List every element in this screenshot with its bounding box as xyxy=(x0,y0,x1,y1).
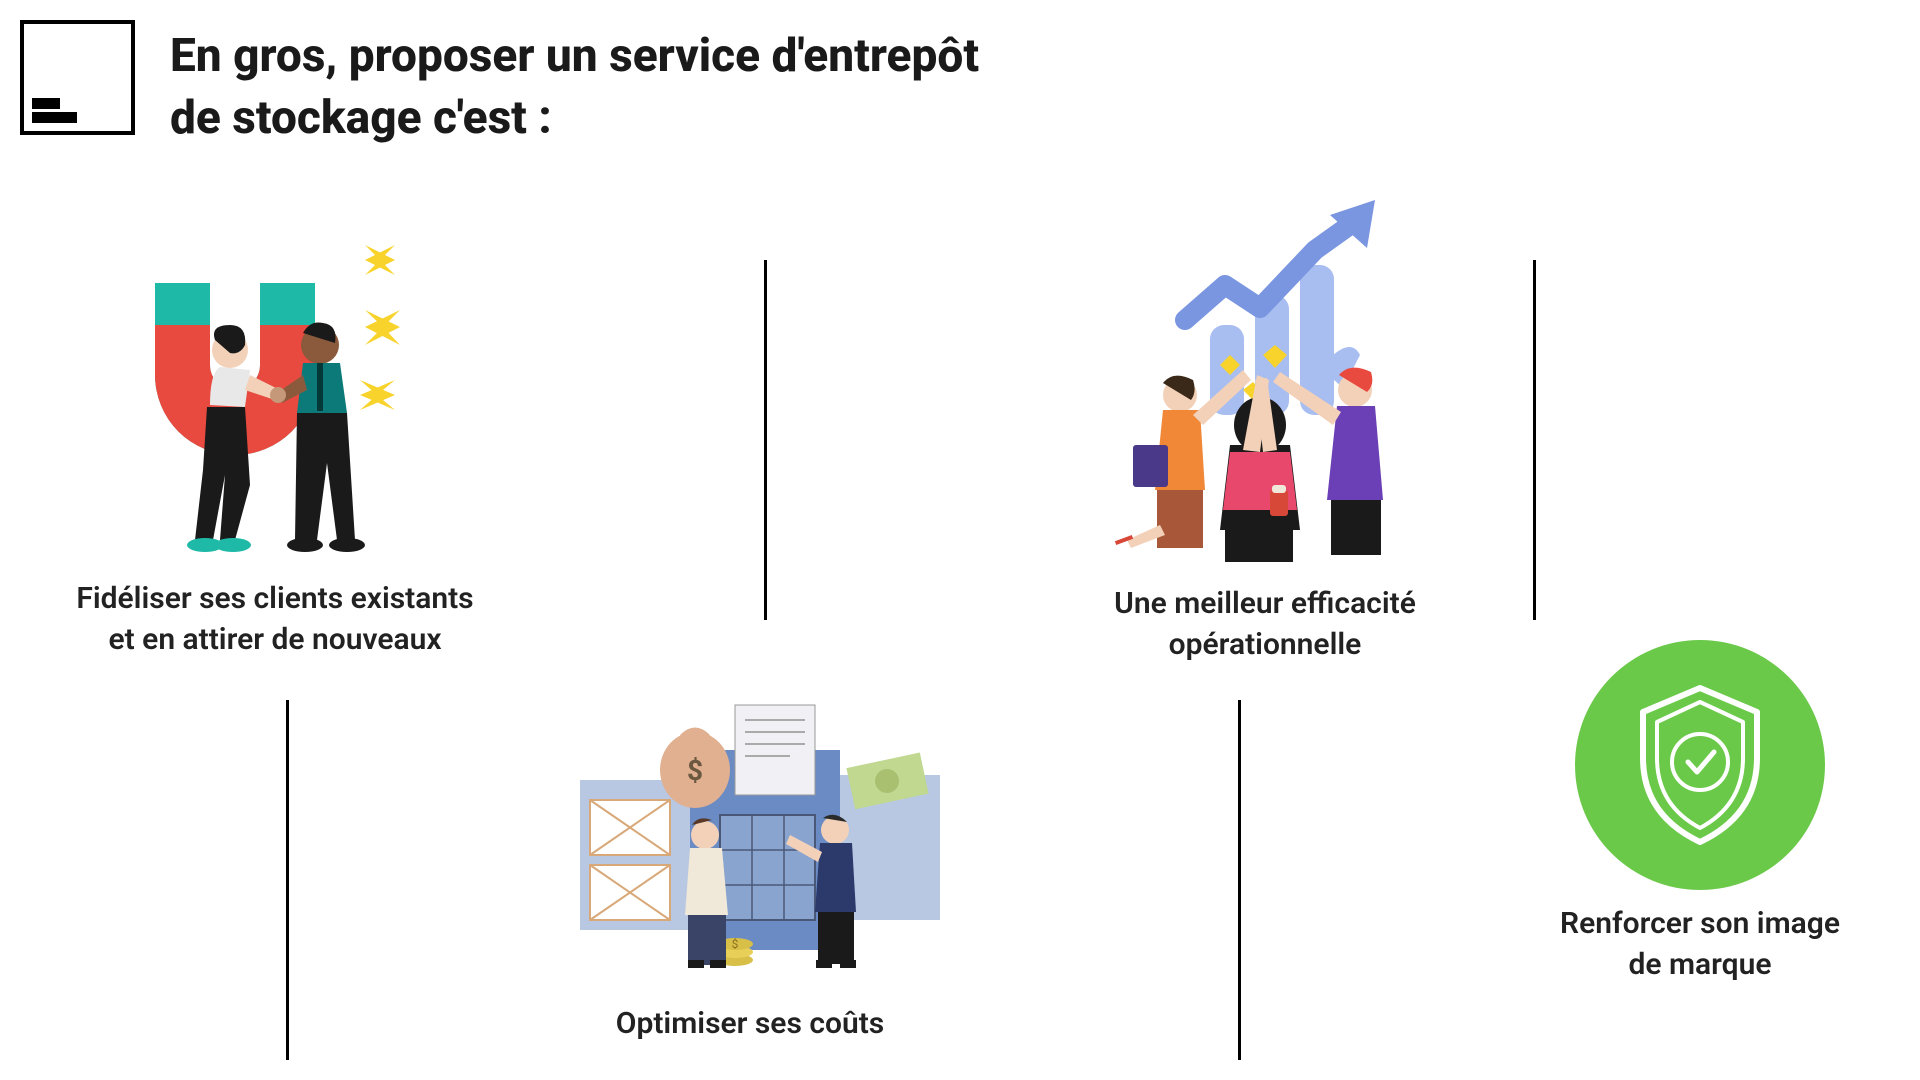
card-efficiency: Une meilleur efficacité opérationnelle xyxy=(1030,190,1500,665)
title-line-2: de stockage c'est : xyxy=(170,91,552,145)
divider-line xyxy=(286,700,289,1060)
card-efficiency-label: Une meilleur efficacité opérationnelle xyxy=(1030,584,1500,665)
page-title: En gros, proposer un service d'entrepôt … xyxy=(170,25,979,149)
card-loyalty: Fidéliser ses clients existants et en at… xyxy=(50,195,500,660)
card-brand: Renforcer son image de marque xyxy=(1500,640,1900,985)
shield-check-icon xyxy=(1500,640,1900,890)
team-efficiency-icon xyxy=(1030,190,1500,570)
card-cost-label: Optimiser ses coûts xyxy=(520,1004,980,1045)
card-brand-label: Renforcer son image de marque xyxy=(1500,904,1900,985)
card-loyalty-label: Fidéliser ses clients existants et en at… xyxy=(50,579,500,660)
logo-box xyxy=(20,20,135,135)
cost-optimization-icon: $ $ xyxy=(520,680,980,990)
magnet-handshake-icon xyxy=(50,195,500,565)
logo-bars-icon xyxy=(32,98,77,123)
svg-text:$: $ xyxy=(732,937,739,951)
card-cost: $ $ xyxy=(520,680,980,1045)
divider-line xyxy=(764,260,767,620)
divider-line xyxy=(1533,260,1536,620)
svg-text:$: $ xyxy=(687,754,703,787)
divider-line xyxy=(1238,700,1241,1060)
title-line-1: En gros, proposer un service d'entrepôt xyxy=(170,29,979,83)
